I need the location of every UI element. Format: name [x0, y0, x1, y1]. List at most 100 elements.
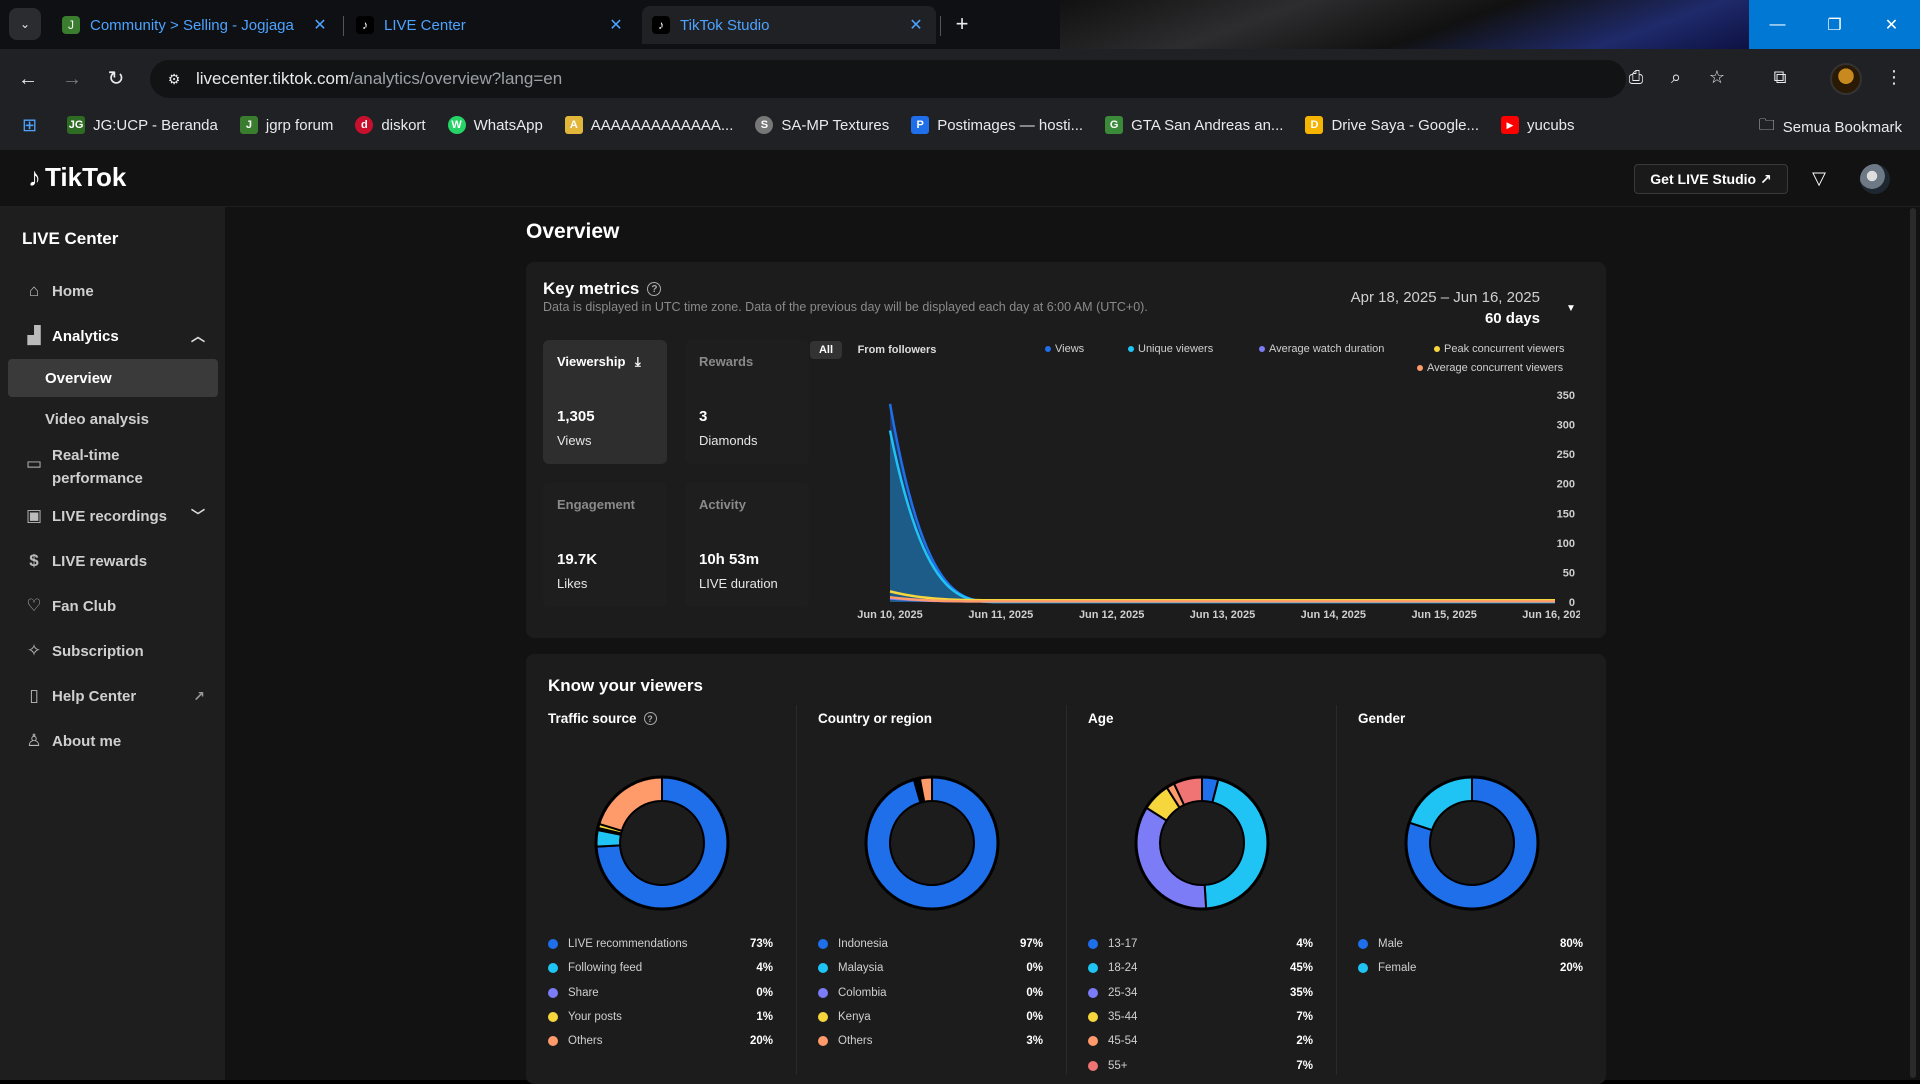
legend-row: 55+ 7% [1088, 1056, 1313, 1076]
legend-unique-viewers[interactable]: Unique viewers [1128, 343, 1213, 355]
install-app-icon[interactable]: ⎙ [1628, 67, 1644, 87]
metric-unit: Diamonds [699, 433, 758, 448]
bookmark-label: JG:UCP - Beranda [93, 116, 218, 134]
sidebar-item-label: Home [52, 282, 94, 300]
bookmark-gta-sa[interactable]: G GTA San Andreas an... [1105, 116, 1283, 134]
back-button[interactable]: ← [18, 68, 38, 90]
sidebar-item-help-center[interactable]: ▯ Help Center ↗ [0, 684, 225, 708]
metric-activity[interactable]: Activity 10h 53m LIVE duration [685, 483, 809, 607]
browser-profile-avatar[interactable] [1830, 63, 1862, 95]
tiktok-logo[interactable]: ♪ TikTok [28, 162, 126, 193]
caret-down-icon[interactable]: ▼ [1566, 303, 1576, 314]
bookmark-jg-ucp[interactable]: JG JG:UCP - Beranda [67, 116, 218, 134]
tab-tiktok-studio[interactable]: ♪ TikTok Studio ✕ [642, 6, 936, 44]
legend-views[interactable]: Views [1045, 343, 1084, 355]
forward-button[interactable]: → [62, 68, 82, 90]
sidebar-item-analytics[interactable]: ▟ Analytics ︿ [0, 324, 225, 348]
series-line-unique-viewers[interactable] [888, 430, 1555, 604]
desktop-wallpaper-strip [1060, 0, 1760, 49]
date-range[interactable]: Apr 18, 2025 – Jun 16, 2025 [1350, 289, 1540, 306]
legend-dot [548, 1036, 558, 1047]
series-line-views[interactable] [888, 403, 1555, 604]
sidebar-item-about-me[interactable]: ♙ About me [0, 729, 225, 753]
segment-from-followers[interactable]: From followers [857, 344, 937, 356]
sidebar-item-live-recordings[interactable]: ▣ LIVE recordings ﹀ [0, 504, 225, 528]
segment-all[interactable]: All [810, 341, 842, 359]
legend-peak-concurrent-viewers[interactable]: Peak concurrent viewers [1434, 343, 1564, 355]
bookmark-label: AAAAAAAAAAAAA... [590, 116, 734, 134]
donut-slice[interactable] [1203, 777, 1269, 910]
donut-chart [864, 775, 1000, 911]
bookmark-postimages[interactable]: P Postimages — hosti... [911, 116, 1083, 134]
bookmark-diskort[interactable]: d diskort [355, 116, 426, 134]
tab-live-center[interactable]: ♪ LIVE Center ✕ [346, 6, 636, 44]
extensions-icon[interactable]: ⧉ [1773, 67, 1787, 87]
new-tab-button[interactable]: + [955, 11, 969, 36]
sidebar-item-overview[interactable]: Overview [8, 359, 218, 397]
legend-label: Your posts [568, 1010, 622, 1023]
know-your-viewers-title: Know your viewers [548, 676, 703, 695]
metric-rewards[interactable]: Rewards 3 Diamonds [685, 340, 809, 464]
legend-dot [1088, 1036, 1098, 1047]
sidebar-item-live-rewards[interactable]: $ LIVE rewards [0, 549, 225, 573]
more-menu-icon[interactable]: ⋮ [1885, 67, 1903, 87]
close-icon[interactable]: ✕ [609, 17, 623, 34]
series-line-peak-concurrent-viewers[interactable] [889, 590, 1555, 602]
zoom-icon[interactable]: ⌕ [1670, 67, 1682, 87]
monitor-icon: ▭ [25, 454, 43, 473]
globe-icon: S [755, 116, 774, 134]
avatar[interactable] [1860, 164, 1890, 194]
close-icon[interactable]: ✕ [909, 17, 923, 34]
help-icon[interactable]: ? [647, 282, 662, 296]
bookmark-drive[interactable]: D Drive Saya - Google... [1305, 116, 1479, 134]
bookmark-whatsapp[interactable]: W WhatsApp [447, 116, 543, 134]
sidebar-item-video-analysis[interactable]: Video analysis [45, 410, 149, 428]
sidebar-item-home[interactable]: ⌂ Home [0, 279, 225, 303]
reload-button[interactable]: ↻ [107, 68, 125, 90]
site-info-icon[interactable]: ⚙ [167, 71, 181, 87]
tab-community[interactable]: J Community > Selling - Jogjaga ✕ [52, 6, 340, 44]
bookmark-samp-textures[interactable]: S SA-MP Textures [755, 116, 889, 134]
legend-label: Female [1378, 962, 1417, 975]
tab-search-button[interactable]: ⌄ [9, 8, 41, 40]
sidebar-item-realtime[interactable]: ▭ Real-time performance [0, 444, 225, 490]
sidebar-item-fan-club[interactable]: ♡ Fan Club [0, 594, 225, 618]
address-bar[interactable]: ⚙ livecenter.tiktok.com/analytics/overvi… [150, 60, 1626, 98]
metric-viewership[interactable]: Viewership ⤓ 1,305 Views [543, 340, 667, 464]
close-icon[interactable]: ✕ [313, 17, 327, 34]
bookmark-aaaa[interactable]: A AAAAAAAAAAAAA... [564, 116, 734, 134]
legend-percent: 0% [1026, 986, 1043, 999]
bookmark-yucubs[interactable]: ▶ yucubs [1501, 116, 1575, 134]
legend-percent: 4% [756, 962, 773, 975]
sidebar-item-subscription[interactable]: ✧ Subscription [0, 639, 225, 663]
close-window-button[interactable]: ✕ [1863, 0, 1920, 49]
y-tick-label: 200 [1557, 479, 1575, 491]
date-range-days[interactable]: 60 days [1484, 310, 1540, 327]
legend-average-concurrent-viewers[interactable]: Average concurrent viewers [1417, 362, 1563, 374]
series-line-average-concurrent-viewers[interactable] [889, 596, 1555, 603]
donut-slice[interactable] [1135, 806, 1208, 910]
tiktok-favicon-icon: ♪ [652, 16, 670, 34]
filter-icon[interactable]: ▽ [1812, 168, 1826, 188]
series-area-views [890, 403, 1555, 602]
all-bookmarks-button[interactable]: 🗀 Semua Bookmark [1759, 114, 1902, 141]
bookmark-star-icon[interactable]: ☆ [1708, 67, 1726, 87]
get-live-studio-button[interactable]: Get LIVE Studio ↗ [1634, 164, 1788, 194]
legend-dot [548, 963, 558, 974]
page-scrollbar[interactable] [1910, 208, 1916, 1078]
apps-icon[interactable]: ⊞ [22, 114, 38, 135]
key-metrics-label: Key metrics [543, 279, 640, 298]
legend-percent: 97% [1019, 938, 1043, 950]
legend-row: 25-34 35% [1088, 983, 1313, 1003]
minimize-button[interactable]: — [1749, 0, 1806, 49]
address-path: /analytics/overview?lang=en [349, 69, 563, 88]
help-icon[interactable]: ? [643, 712, 657, 725]
legend-label: Kenya [838, 1010, 871, 1023]
restore-button[interactable]: ❐ [1806, 0, 1863, 49]
download-icon[interactable]: ⤓ [635, 354, 641, 369]
bookmark-favicon-icon: P [911, 116, 930, 134]
recording-icon: ▣ [25, 506, 43, 525]
metric-engagement[interactable]: Engagement 19.7K Likes [543, 483, 667, 607]
legend-average-watch-duration[interactable]: Average watch duration [1259, 343, 1384, 355]
